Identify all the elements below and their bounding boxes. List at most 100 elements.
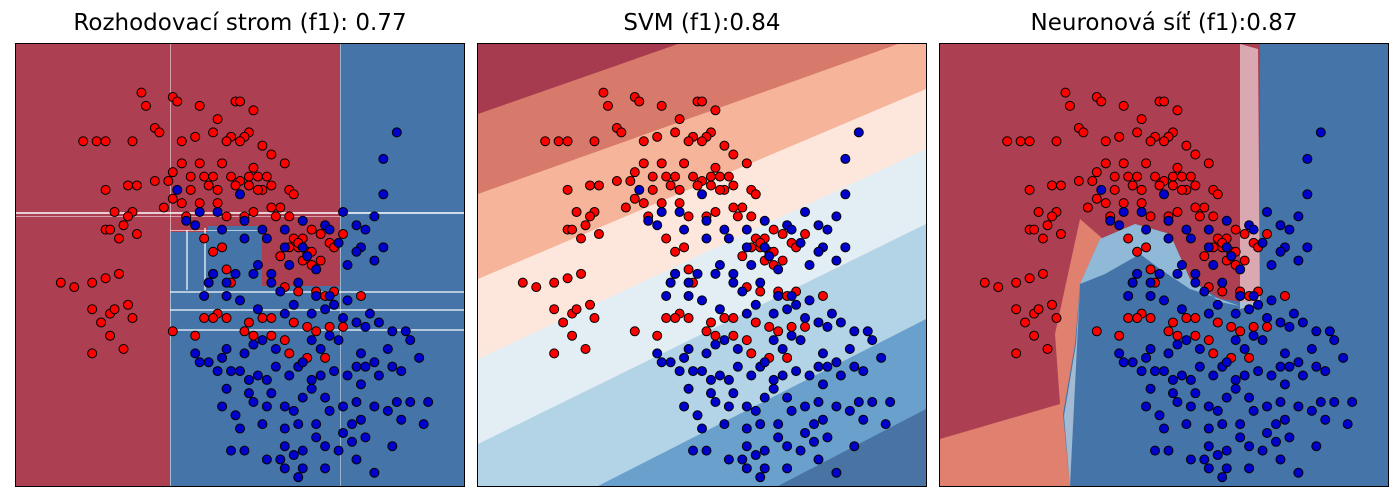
data-point-class-1 bbox=[1114, 220, 1125, 231]
panel-svm: SVM (f1):0.84 bbox=[477, 0, 927, 500]
data-point-class-0 bbox=[252, 171, 263, 182]
data-point-class-1 bbox=[266, 388, 277, 399]
data-point-class-0 bbox=[1203, 158, 1214, 169]
data-point-class-1 bbox=[257, 419, 268, 430]
data-point-class-1 bbox=[311, 432, 322, 443]
data-point-class-0 bbox=[710, 105, 721, 116]
data-point-class-0 bbox=[710, 162, 721, 173]
data-point-class-1 bbox=[405, 335, 416, 346]
data-point-class-0 bbox=[670, 171, 681, 182]
data-point-class-0 bbox=[1033, 304, 1044, 315]
data-point-class-1 bbox=[1105, 215, 1116, 226]
data-point-class-1 bbox=[360, 321, 371, 332]
data-point-class-0 bbox=[580, 343, 591, 354]
data-point-class-1 bbox=[759, 445, 770, 456]
data-point-class-0 bbox=[737, 202, 748, 213]
data-point-class-0 bbox=[1203, 335, 1214, 346]
data-point-class-0 bbox=[1100, 198, 1111, 209]
data-point-class-0 bbox=[315, 255, 326, 266]
data-point-class-0 bbox=[1020, 317, 1031, 328]
data-point-class-0 bbox=[567, 224, 578, 235]
data-point-class-0 bbox=[266, 180, 277, 191]
data-point-class-1 bbox=[391, 397, 402, 408]
data-point-class-0 bbox=[114, 233, 125, 244]
data-point-class-1 bbox=[1320, 366, 1331, 377]
data-point-class-1 bbox=[369, 467, 380, 478]
data-point-class-0 bbox=[683, 211, 694, 222]
data-point-class-1 bbox=[679, 401, 690, 412]
data-point-class-0 bbox=[634, 96, 645, 107]
data-point-class-0 bbox=[1042, 343, 1053, 354]
data-point-class-1 bbox=[714, 304, 725, 315]
data-point-class-0 bbox=[1194, 211, 1205, 222]
data-point-class-0 bbox=[1096, 96, 1107, 107]
data-point-class-0 bbox=[1199, 251, 1210, 262]
data-point-class-0 bbox=[266, 202, 277, 213]
data-point-class-0 bbox=[764, 321, 775, 332]
data-point-class-0 bbox=[1064, 100, 1075, 111]
data-point-class-1 bbox=[230, 410, 241, 421]
data-point-class-1 bbox=[1293, 255, 1304, 266]
data-point-class-1 bbox=[791, 299, 802, 310]
data-point-class-0 bbox=[705, 171, 716, 182]
data-point-class-1 bbox=[1221, 445, 1232, 456]
data-point-class-0 bbox=[243, 180, 254, 191]
data-point-class-1 bbox=[746, 260, 757, 270]
data-point-class-0 bbox=[1123, 171, 1134, 182]
data-point-class-1 bbox=[347, 419, 357, 430]
data-point-class-0 bbox=[656, 100, 667, 111]
data-point-class-1 bbox=[1141, 352, 1152, 363]
data-point-class-0 bbox=[732, 211, 743, 222]
data-point-class-0 bbox=[279, 158, 290, 169]
data-point-class-0 bbox=[710, 206, 721, 217]
data-point-class-1 bbox=[324, 224, 335, 235]
data-point-class-1 bbox=[714, 260, 725, 270]
data-point-class-1 bbox=[1230, 374, 1241, 385]
data-point-class-1 bbox=[270, 343, 281, 354]
data-point-class-0 bbox=[1132, 313, 1143, 324]
data-point-class-1 bbox=[773, 290, 784, 301]
data-point-class-0 bbox=[1181, 140, 1192, 151]
data-point-class-1 bbox=[212, 206, 223, 217]
data-point-class-0 bbox=[320, 352, 331, 363]
data-point-class-1 bbox=[795, 335, 806, 346]
data-point-class-1 bbox=[741, 423, 752, 434]
data-point-class-1 bbox=[1279, 414, 1290, 425]
data-point-class-0 bbox=[1141, 242, 1152, 253]
data-point-class-0 bbox=[1190, 330, 1201, 341]
data-point-class-0 bbox=[1145, 264, 1156, 275]
data-point-class-0 bbox=[728, 330, 739, 341]
data-point-class-1 bbox=[252, 260, 263, 270]
data-point-class-1 bbox=[759, 392, 770, 403]
data-point-class-1 bbox=[858, 414, 869, 425]
data-point-class-1 bbox=[741, 441, 752, 452]
data-point-class-1 bbox=[239, 233, 250, 244]
data-point-class-0 bbox=[1136, 198, 1147, 209]
data-point-class-0 bbox=[549, 304, 560, 315]
panel-title: SVM (f1):0.84 bbox=[623, 10, 781, 36]
data-point-class-0 bbox=[1118, 198, 1129, 209]
data-point-class-1 bbox=[373, 317, 384, 328]
data-point-class-1 bbox=[297, 357, 308, 368]
data-point-class-0 bbox=[714, 184, 725, 195]
data-point-class-1 bbox=[1172, 397, 1183, 408]
data-point-class-1 bbox=[697, 189, 707, 200]
data-point-class-1 bbox=[831, 357, 842, 368]
data-point-class-1 bbox=[1315, 397, 1326, 408]
data-point-class-1 bbox=[226, 366, 237, 377]
data-point-class-1 bbox=[683, 383, 694, 394]
data-point-class-0 bbox=[777, 229, 788, 240]
data-point-class-1 bbox=[705, 374, 716, 385]
data-point-class-1 bbox=[302, 251, 313, 262]
data-point-class-1 bbox=[1145, 383, 1156, 394]
data-point-class-1 bbox=[1203, 423, 1214, 434]
data-point-class-0 bbox=[571, 206, 582, 217]
data-point-class-0 bbox=[1118, 100, 1129, 111]
data-point-class-1 bbox=[1235, 264, 1246, 275]
data-point-class-1 bbox=[697, 423, 707, 434]
data-point-class-0 bbox=[531, 282, 542, 293]
data-point-class-0 bbox=[1190, 149, 1201, 160]
data-point-class-0 bbox=[558, 317, 569, 328]
data-point-class-1 bbox=[800, 313, 811, 324]
data-point-class-1 bbox=[782, 463, 793, 474]
